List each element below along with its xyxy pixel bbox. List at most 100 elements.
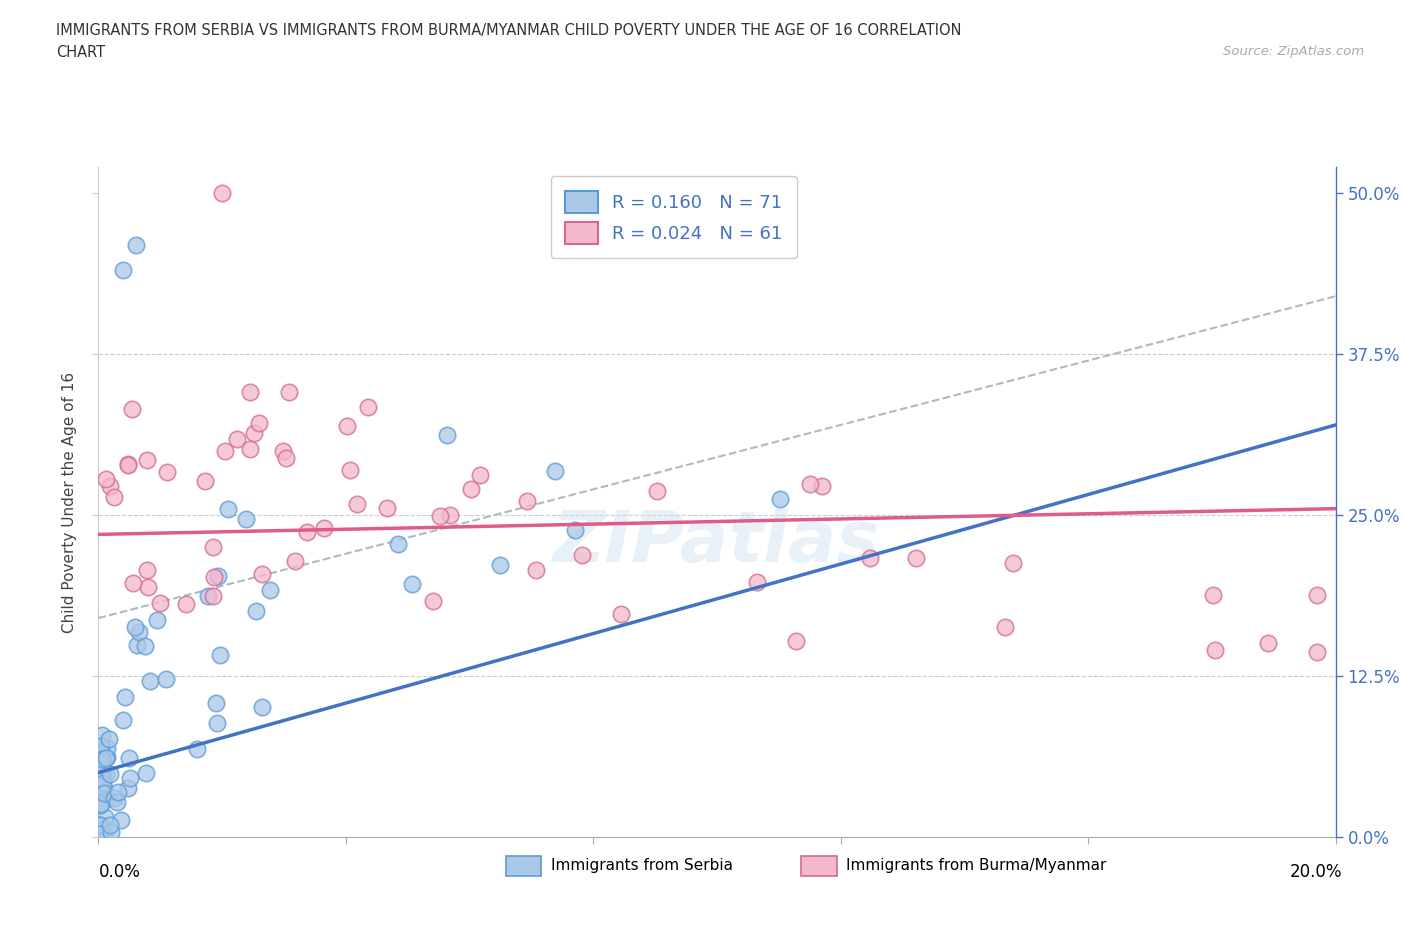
Point	[225, 432, 247, 446]
Point	[785, 634, 807, 649]
Point	[250, 566, 273, 581]
Point	[93, 781, 115, 796]
Point	[202, 589, 225, 604]
Point	[107, 785, 129, 800]
Point	[127, 637, 149, 652]
Text: ZIPatlas: ZIPatlas	[554, 508, 880, 577]
Point	[91, 764, 114, 778]
Text: IMMIGRANTS FROM SERBIA VS IMMIGRANTS FROM BURMA/MYANMAR CHILD POVERTY UNDER THE : IMMIGRANTS FROM SERBIA VS IMMIGRANTS FRO…	[56, 23, 962, 38]
Point	[239, 442, 262, 457]
Point	[252, 699, 274, 714]
Point	[235, 512, 257, 526]
Point	[87, 817, 110, 832]
Point	[91, 754, 114, 769]
Point	[90, 738, 112, 753]
Point	[89, 746, 111, 761]
Point	[274, 450, 297, 465]
Point	[103, 791, 125, 806]
Point	[1257, 635, 1279, 650]
Point	[339, 462, 361, 477]
Point	[994, 620, 1017, 635]
Point	[904, 551, 927, 565]
Point	[194, 474, 217, 489]
Point	[89, 757, 111, 772]
Point	[745, 575, 768, 590]
Point	[98, 766, 121, 781]
Point	[209, 647, 232, 662]
Point	[121, 576, 143, 591]
Point	[124, 237, 146, 252]
Point	[401, 577, 423, 591]
Point	[488, 558, 510, 573]
Point	[436, 428, 458, 443]
Point	[259, 582, 281, 597]
Text: Immigrants from Serbia: Immigrants from Serbia	[551, 858, 733, 873]
Point	[284, 554, 307, 569]
Point	[197, 589, 219, 604]
Point	[93, 829, 115, 844]
Point	[149, 596, 172, 611]
Text: 0.0%: 0.0%	[98, 863, 141, 881]
Point	[87, 754, 110, 769]
Point	[239, 385, 262, 400]
Point	[155, 671, 177, 686]
Point	[98, 479, 121, 494]
Point	[90, 751, 112, 766]
Point	[357, 400, 380, 415]
Text: CHART: CHART	[56, 45, 105, 60]
Point	[524, 563, 547, 578]
Point	[811, 479, 834, 494]
Point	[96, 750, 118, 764]
Point	[271, 444, 294, 458]
Point	[110, 813, 132, 828]
Point	[543, 463, 565, 478]
Point	[610, 606, 633, 621]
Point	[94, 765, 117, 780]
Point	[156, 465, 179, 480]
Point	[89, 823, 111, 838]
Point	[121, 401, 143, 416]
Point	[98, 817, 121, 832]
Point	[207, 569, 229, 584]
Point	[112, 263, 135, 278]
Point	[312, 521, 335, 536]
Point	[211, 186, 233, 201]
Point	[89, 778, 111, 793]
Point	[89, 795, 111, 810]
Point	[90, 728, 112, 743]
Point	[460, 482, 482, 497]
Y-axis label: Child Poverty Under the Age of 16: Child Poverty Under the Age of 16	[62, 372, 77, 632]
Point	[94, 809, 117, 824]
Point	[439, 507, 461, 522]
Point	[91, 772, 114, 787]
Text: Immigrants from Burma/Myanmar: Immigrants from Burma/Myanmar	[846, 858, 1107, 873]
Point	[117, 458, 139, 472]
Point	[98, 731, 121, 746]
Point	[103, 489, 125, 504]
Point	[96, 740, 118, 755]
Point	[429, 509, 451, 524]
Point	[90, 796, 112, 811]
Point	[93, 786, 115, 801]
Point	[571, 547, 593, 562]
Point	[1204, 643, 1226, 658]
Point	[117, 751, 139, 765]
Point	[114, 689, 136, 704]
Point	[1306, 644, 1329, 659]
Text: Source: ZipAtlas.com: Source: ZipAtlas.com	[1223, 45, 1364, 58]
Point	[136, 579, 159, 594]
Text: 20.0%: 20.0%	[1291, 863, 1343, 881]
Point	[105, 794, 128, 809]
Point	[645, 484, 668, 498]
Point	[858, 551, 880, 565]
Point	[245, 604, 267, 619]
Point	[96, 751, 118, 765]
Point	[387, 537, 409, 551]
Point	[117, 781, 139, 796]
Point	[111, 712, 134, 727]
Point	[1001, 555, 1024, 570]
Point	[146, 612, 169, 627]
Point	[128, 624, 150, 639]
Point	[136, 563, 159, 578]
Point	[135, 453, 157, 468]
